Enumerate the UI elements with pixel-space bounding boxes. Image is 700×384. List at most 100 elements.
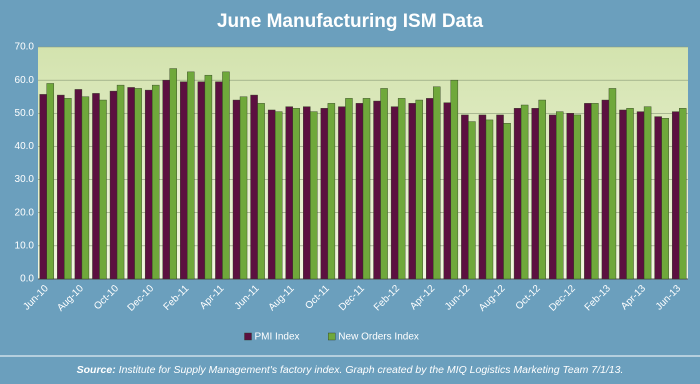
x-tick-label: Dec-12: [547, 283, 578, 314]
bar: [468, 121, 476, 280]
bar: [426, 98, 434, 280]
bar: [671, 111, 680, 280]
bar: [408, 103, 416, 280]
bar: [584, 103, 592, 280]
bar: [538, 99, 546, 280]
y-tick-label: 60.0: [15, 75, 35, 86]
bar: [187, 71, 195, 280]
bar: [81, 96, 90, 280]
bar: [362, 98, 371, 280]
bar: [591, 103, 599, 280]
source-label: Source:: [77, 364, 116, 376]
bar: [415, 99, 423, 280]
bar: [257, 103, 265, 280]
bar: [513, 108, 522, 280]
x-tick-label: Aug-10: [55, 283, 86, 314]
y-tick-label: 20.0: [15, 207, 35, 218]
x-tick-label: Feb-11: [162, 283, 192, 313]
bar: [679, 108, 687, 280]
y-tick-label: 70.0: [15, 42, 35, 53]
bar: [222, 71, 230, 280]
bar: [380, 88, 388, 280]
bar: [601, 99, 610, 280]
legend-swatch: [328, 332, 336, 341]
x-tick-label: Dec-11: [337, 283, 367, 313]
bar: [355, 103, 364, 280]
bar: [661, 118, 669, 280]
bar: [57, 94, 65, 280]
bar: [619, 109, 627, 280]
y-tick-label: 0.0: [20, 274, 34, 285]
bar: [373, 100, 381, 280]
bar: [338, 106, 346, 280]
x-tick-label: Feb-13: [583, 283, 613, 313]
x-tick-label: Feb-12: [372, 283, 402, 313]
bar: [636, 111, 645, 280]
bar: [390, 106, 399, 280]
bar: [39, 94, 47, 280]
source-note: Source: Institute for Supply Management'…: [77, 364, 624, 376]
bar: [320, 108, 329, 280]
x-tick-label: Aug-11: [267, 283, 297, 313]
bar: [433, 86, 441, 280]
x-tick-label: Jun-13: [654, 283, 684, 313]
legend-label: PMI Index: [255, 332, 300, 343]
x-tick-label: Apr-11: [198, 283, 227, 312]
y-tick-label: 50.0: [15, 108, 35, 119]
x-tick-label: Oct-10: [92, 283, 121, 312]
bar: [116, 84, 125, 280]
bar: [503, 123, 511, 280]
bar: [626, 108, 634, 280]
bar: [450, 79, 459, 280]
bar: [162, 79, 170, 280]
bar: [180, 81, 188, 280]
bar: [397, 98, 406, 280]
bar: [496, 114, 504, 280]
bar: [74, 89, 83, 280]
bar: [99, 99, 107, 280]
bar: [46, 83, 55, 280]
bar: [267, 109, 276, 280]
bar: [345, 98, 353, 280]
bar: [643, 106, 652, 280]
bar: [608, 88, 617, 280]
bar: [232, 99, 241, 280]
bar: [549, 114, 557, 280]
x-tick-label: Oct-12: [514, 283, 543, 312]
bar: [134, 88, 142, 280]
y-tick-label: 40.0: [15, 141, 35, 152]
bar: [151, 84, 160, 280]
source-text: Institute for Supply Management's factor…: [119, 364, 624, 376]
x-tick-label: Jun-11: [233, 283, 262, 312]
bar: [478, 114, 487, 280]
bar: [169, 68, 177, 280]
bar: [310, 111, 318, 280]
legend: PMI Index New Orders Index: [244, 332, 419, 343]
x-tick-label: Aug-12: [477, 283, 508, 314]
legend-swatch: [244, 332, 252, 341]
x-tick-label: Dec-10: [126, 283, 157, 314]
bar: [285, 106, 293, 280]
y-tick-label: 10.0: [15, 240, 35, 251]
bar: [127, 87, 135, 280]
bar: [92, 93, 100, 280]
bar: [573, 114, 582, 280]
bar: [197, 81, 206, 280]
x-tick-label: Jun-12: [443, 283, 473, 313]
bar: [443, 102, 452, 280]
legend-label: New Orders Index: [338, 332, 419, 343]
bar: [144, 89, 153, 280]
bar: [274, 111, 283, 280]
x-tick-label: Apr-12: [408, 283, 437, 312]
bar: [485, 119, 494, 280]
bar: [215, 81, 223, 280]
bar: [109, 90, 118, 280]
x-tick-label: Apr-13: [619, 283, 648, 312]
bar: [250, 94, 258, 280]
chart-title: June Manufacturing ISM Data: [217, 11, 483, 32]
bar: [654, 116, 662, 280]
bar: [566, 113, 575, 280]
bar: [239, 96, 248, 280]
bar: [531, 108, 539, 280]
